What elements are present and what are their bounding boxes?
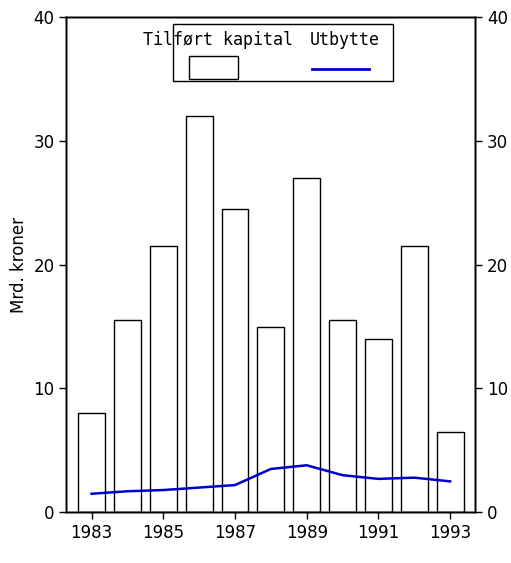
Bar xyxy=(78,413,105,512)
Text: Utbytte: Utbytte xyxy=(310,32,379,50)
Bar xyxy=(365,339,392,512)
Bar xyxy=(173,24,393,81)
Bar xyxy=(437,432,463,512)
Text: Tilført kapital: Tilført kapital xyxy=(143,32,293,50)
Bar xyxy=(185,116,213,512)
Bar xyxy=(150,246,177,512)
Bar xyxy=(189,56,238,79)
Bar xyxy=(329,320,356,512)
Bar xyxy=(293,178,320,512)
Bar xyxy=(114,320,141,512)
Y-axis label: Mrd. kroner: Mrd. kroner xyxy=(10,217,28,312)
Bar xyxy=(222,209,248,512)
Bar xyxy=(258,327,284,512)
Bar xyxy=(401,246,428,512)
